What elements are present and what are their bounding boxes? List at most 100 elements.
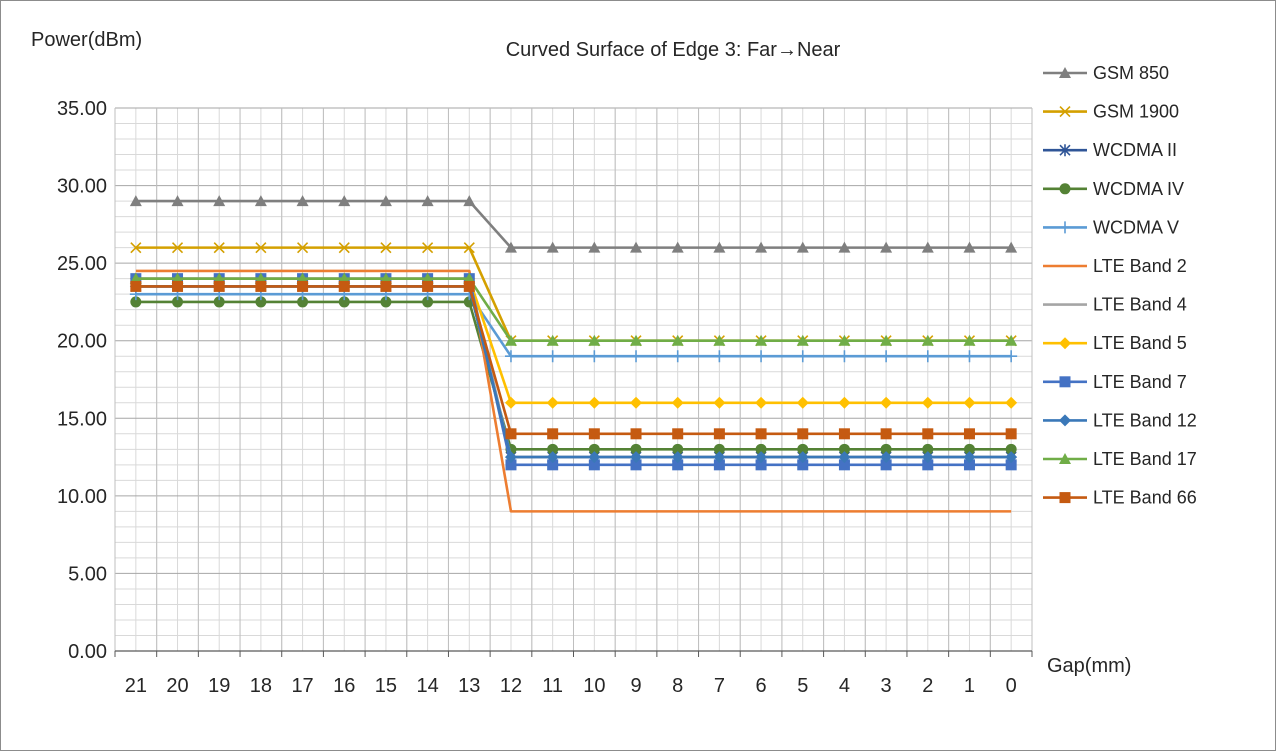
series-marker [546, 334, 559, 346]
series-marker [963, 396, 976, 409]
x-tick-label: 18 [250, 675, 272, 697]
legend-label: LTE Band 17 [1093, 449, 1197, 469]
series-marker [713, 241, 726, 253]
series-marker [713, 459, 725, 471]
legend-item: LTE Band 5 [1043, 333, 1187, 353]
series-marker [1005, 350, 1018, 363]
series-marker [922, 459, 934, 471]
series-marker [130, 280, 142, 292]
x-tick-label: 2 [922, 675, 933, 697]
series-marker [713, 334, 726, 346]
series-marker [254, 195, 267, 207]
series-marker [1059, 337, 1071, 350]
series-marker [171, 272, 184, 284]
series-marker [671, 334, 684, 346]
series-marker [379, 272, 392, 284]
series-marker [504, 241, 517, 253]
x-tick-label: 20 [166, 675, 188, 697]
legend-item: LTE Band 7 [1043, 372, 1187, 392]
series-marker [422, 242, 434, 254]
plot-axes: 21 20 19 18 17 16 15 14 13 12 11 10 9 8 7 6 5 4 3 2 1 00.005.… [57, 98, 1033, 697]
series-marker [713, 428, 725, 440]
x-tick-label: 10 [583, 675, 605, 697]
series-marker [297, 296, 309, 308]
series-marker [463, 242, 475, 254]
series-marker [922, 428, 934, 440]
series-marker [297, 242, 309, 254]
series-marker [588, 396, 601, 409]
series-marker [963, 241, 976, 253]
series-marker [547, 443, 559, 455]
series-marker [671, 241, 684, 253]
legend-item: GSM 850 [1043, 63, 1169, 83]
series-marker [338, 195, 351, 207]
series-marker [963, 459, 975, 471]
series-marker [672, 459, 684, 471]
series-marker [755, 350, 768, 363]
series-marker [1005, 396, 1018, 409]
series-marker [838, 451, 851, 464]
series-marker [1059, 414, 1071, 427]
series-marker [213, 195, 226, 207]
series-line [135, 300, 1012, 451]
legend-label: WCDMA II [1093, 140, 1177, 160]
series-marker [922, 443, 934, 455]
x-tick-label: 1 [964, 675, 975, 697]
series-marker [546, 396, 559, 409]
series-marker [297, 280, 309, 292]
series-marker [630, 350, 643, 363]
series-lte-band-66 [130, 280, 1017, 440]
series-marker [588, 459, 600, 471]
x-tick-label: 15 [375, 675, 397, 697]
series-marker [171, 242, 184, 254]
series-marker [713, 396, 726, 409]
series-marker [1005, 459, 1017, 471]
series-marker [838, 350, 851, 363]
series-marker [1059, 106, 1071, 118]
legend-item: WCDMA II [1043, 140, 1177, 160]
series-line [135, 292, 1012, 358]
series-marker [380, 280, 392, 292]
series-marker [796, 241, 809, 253]
series-marker [504, 350, 517, 363]
series-marker [588, 241, 601, 253]
legend-label: LTE Band 7 [1093, 372, 1187, 392]
series-marker [588, 428, 600, 440]
series-marker [172, 296, 184, 308]
y-tick-label: 35.00 [57, 98, 107, 120]
legend-item: LTE Band 17 [1043, 449, 1197, 469]
y-tick-label: 30.00 [57, 176, 107, 198]
series-marker [213, 296, 225, 308]
series-marker [588, 350, 601, 363]
series-marker [504, 396, 517, 409]
x-tick-label: 21 [125, 675, 147, 697]
series-marker [963, 350, 976, 363]
legend-item: LTE Band 4 [1043, 295, 1187, 315]
series-marker [671, 396, 684, 409]
series-lte-band-17 [129, 272, 1018, 346]
series-marker [1005, 443, 1017, 455]
series-marker [880, 451, 893, 464]
series-marker [588, 451, 601, 464]
series-marker [505, 459, 517, 471]
series-marker [254, 272, 267, 284]
legend-item: WCDMA V [1043, 217, 1179, 237]
series-marker [463, 272, 476, 284]
x-tick-label: 11 [542, 675, 563, 697]
series-marker [1059, 492, 1071, 504]
series-marker [755, 459, 767, 471]
legend-item: LTE Band 66 [1043, 488, 1197, 508]
y-axis-title: Power(dBm) [31, 29, 142, 51]
x-tick-label: 0 [1006, 675, 1017, 697]
legend-label: LTE Band 4 [1093, 295, 1187, 315]
series-marker [838, 443, 850, 455]
series-marker [505, 428, 517, 440]
series-marker [713, 350, 726, 363]
series-marker [380, 296, 392, 308]
series-marker [130, 242, 142, 254]
series-marker [755, 334, 768, 346]
series-marker [1059, 221, 1071, 234]
series-lte-band-2 [135, 269, 1012, 513]
series-marker [463, 280, 475, 292]
